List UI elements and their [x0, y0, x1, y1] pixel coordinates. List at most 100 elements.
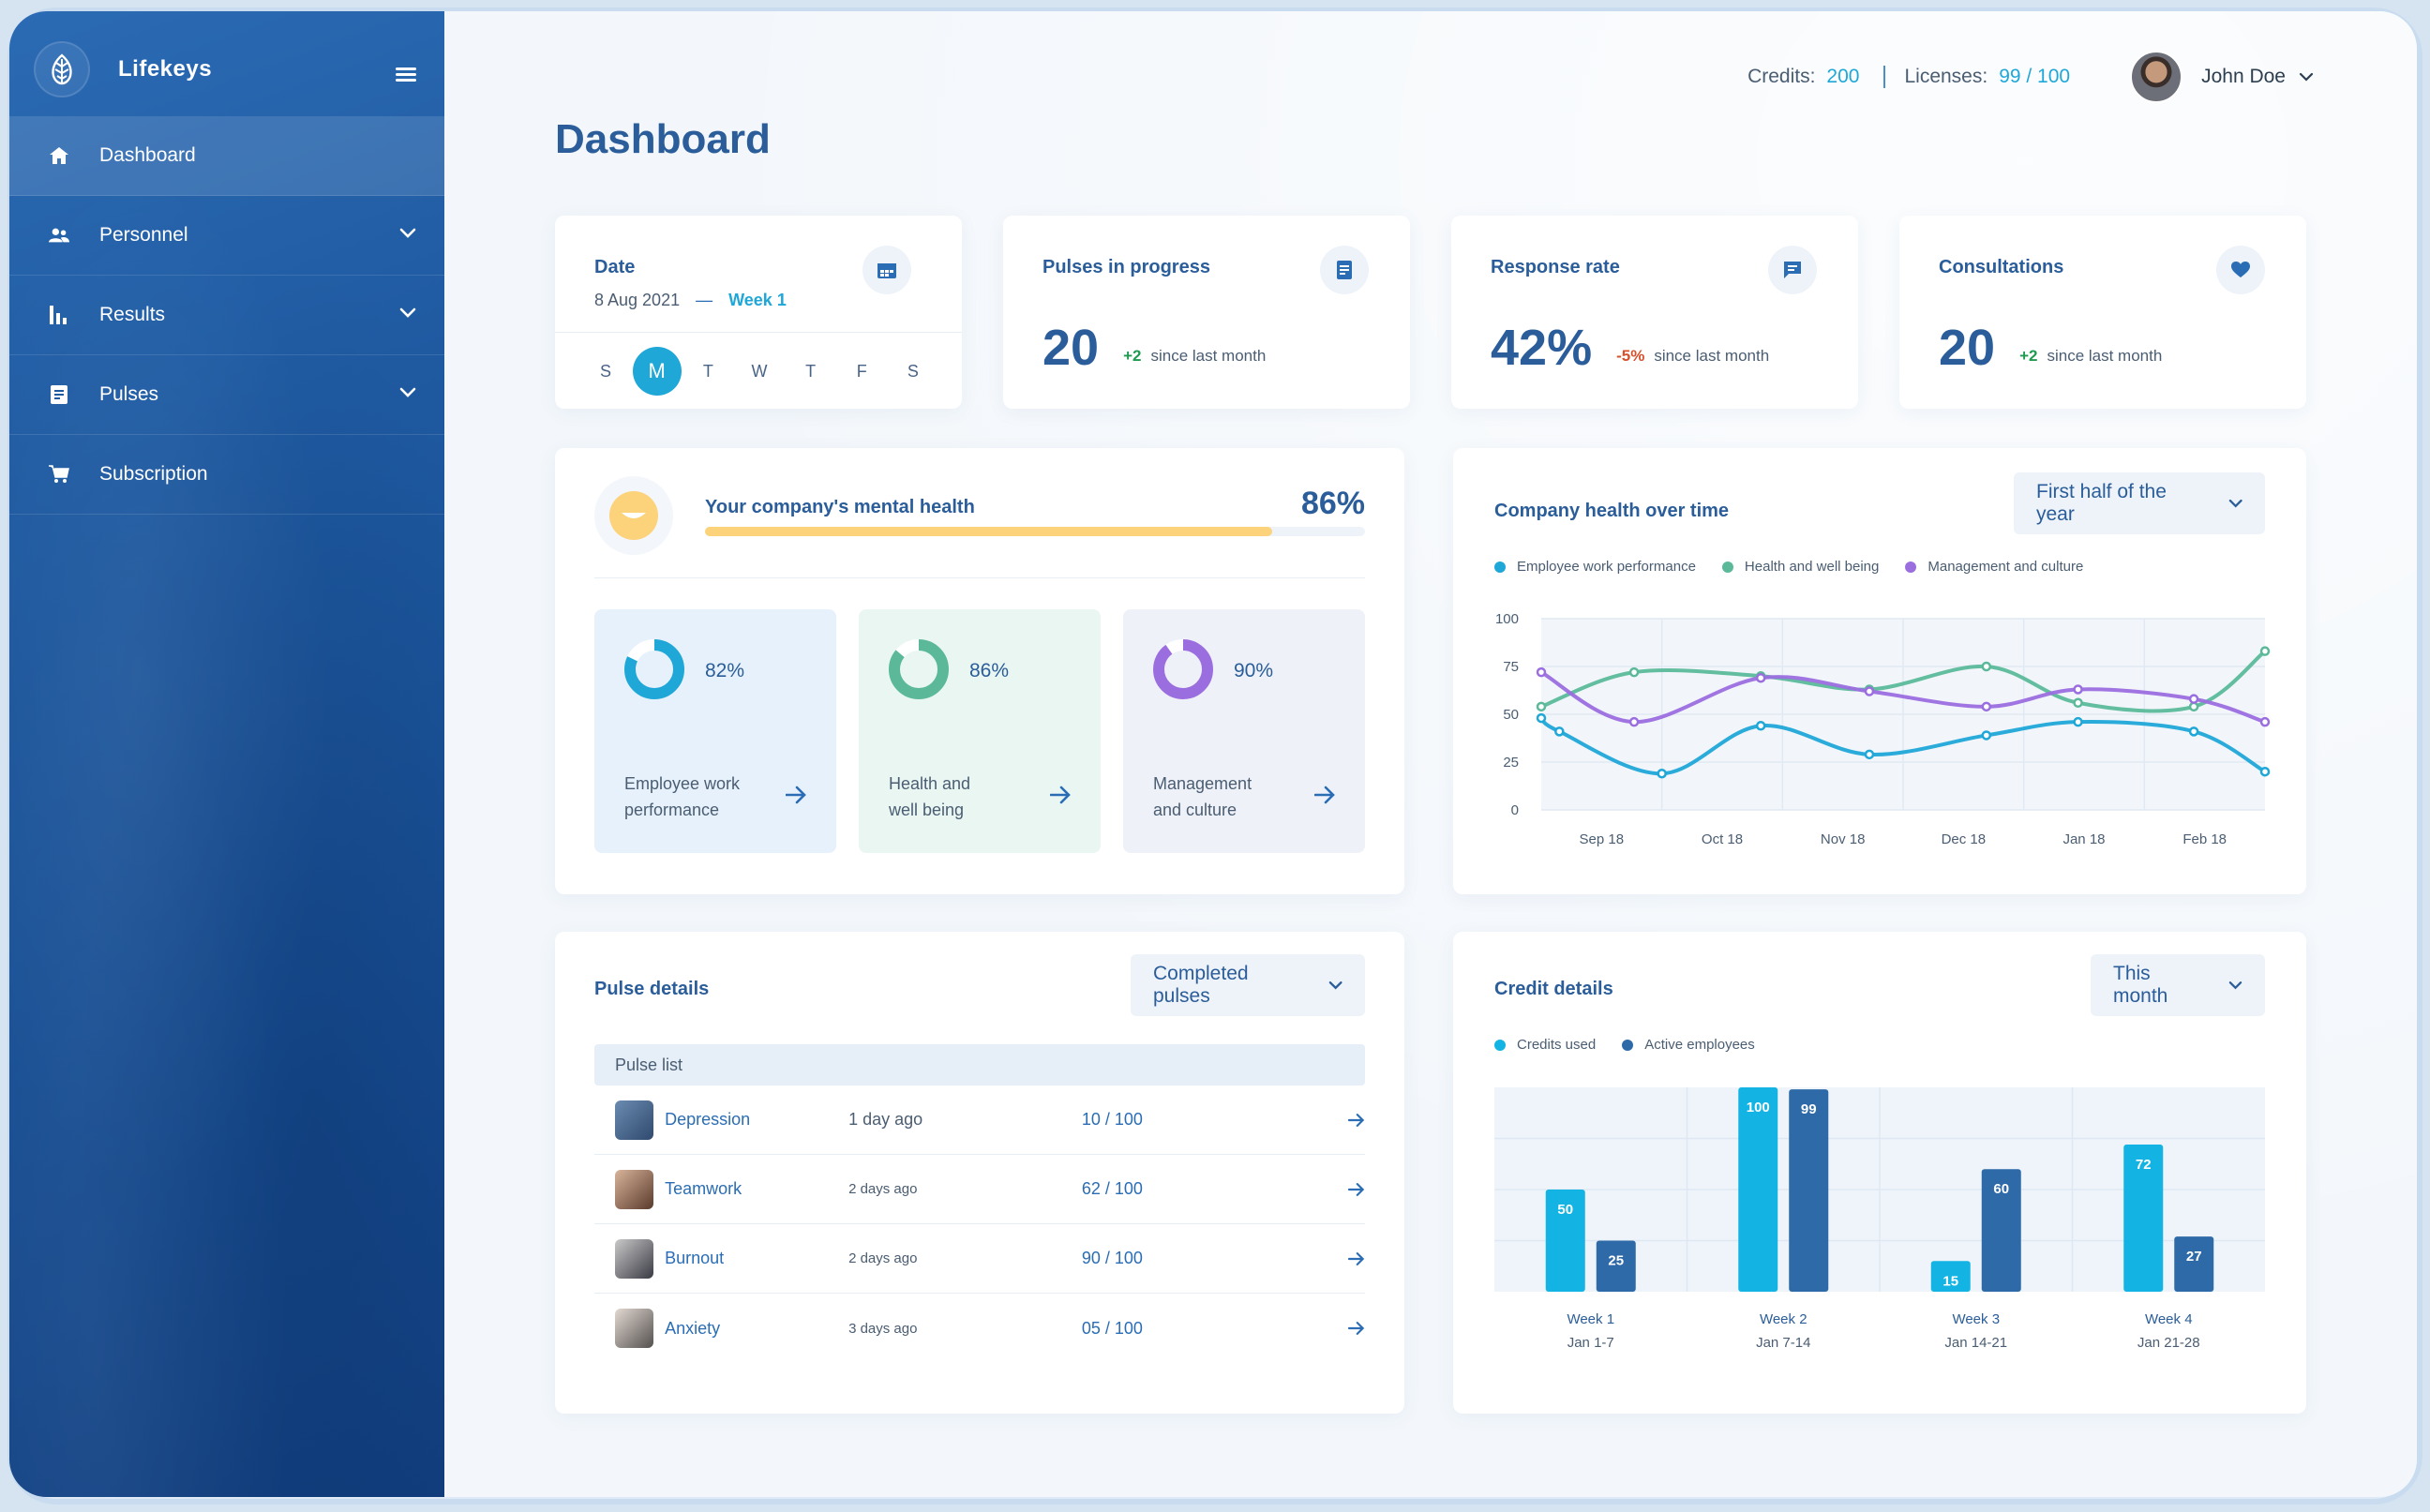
legend-item: Employee work performance [1494, 559, 1696, 575]
pulse-thumbnail [615, 1100, 654, 1140]
calendar-icon[interactable] [862, 246, 911, 294]
pulse-time: 2 days ago [848, 1250, 918, 1266]
data-point [1554, 726, 1565, 737]
day-sat[interactable]: S [907, 361, 919, 381]
chevron-down-icon[interactable] [2299, 72, 2314, 82]
date-title: Date [594, 257, 636, 277]
period-select[interactable]: First half of the year [2014, 472, 2265, 534]
pulse-thumbnail [615, 1309, 654, 1348]
chevron-down-icon[interactable] [399, 228, 416, 239]
pulse-time: 2 days ago [848, 1181, 918, 1197]
pulse-name[interactable]: Anxiety [665, 1318, 721, 1338]
mental-health-percent: 86% [1300, 486, 1365, 521]
table-row[interactable]: Depression 1 day ago 10 / 100 [594, 1085, 1365, 1155]
x-tick-label: Week 1 [1567, 1311, 1614, 1327]
data-point [2188, 726, 2199, 737]
pulse-name[interactable]: Teamwork [665, 1179, 742, 1198]
mental-health-card: Your company's mental health 86% 82% Emp… [555, 448, 1404, 894]
x-tick-sublabel: Jan 7-14 [1756, 1335, 1810, 1351]
consultations-card[interactable]: Consultations 20 +2 since last month [1899, 216, 2306, 409]
table-row[interactable]: Teamwork 2 days ago 62 / 100 [594, 1155, 1365, 1224]
day-wed[interactable]: W [751, 361, 768, 381]
divider [594, 577, 1365, 578]
sidebar-item-dashboard[interactable]: Dashboard [9, 116, 444, 196]
legend-label: Credits used [1517, 1037, 1597, 1053]
main-content: Credits: 200 Licenses: 99 / 100 John Doe… [444, 11, 2417, 1497]
arrow-right-icon[interactable] [1348, 1113, 1365, 1128]
pulses-in-progress-card[interactable]: Pulses in progress 20 +2 since last month [1003, 216, 1410, 409]
home-icon [49, 145, 69, 166]
pulse-name[interactable]: Depression [665, 1110, 751, 1129]
legend-dot [1494, 1039, 1506, 1051]
arrow-right-icon[interactable] [1050, 786, 1071, 804]
arrow-right-icon[interactable] [1314, 786, 1335, 804]
data-point [1536, 666, 1547, 678]
table-row[interactable]: Burnout 2 days ago 90 / 100 [594, 1224, 1365, 1294]
period-select-value: First half of the year [2036, 481, 2167, 525]
chevron-down-icon[interactable] [399, 387, 416, 398]
category-percent: 82% [705, 660, 745, 681]
bar [1789, 1089, 1829, 1292]
employee-work-performance-card[interactable]: 82% Employee work performance [594, 609, 836, 853]
management-and-culture-card[interactable]: 90% Management and culture [1123, 609, 1365, 853]
bar-value-label: 100 [1747, 1100, 1770, 1115]
table-row[interactable]: Anxiety 3 days ago 05 / 100 [594, 1294, 1365, 1363]
delta-caption: since last month [1654, 347, 1770, 365]
legend-dot [1905, 561, 1917, 573]
day-thu[interactable]: T [805, 361, 817, 381]
pulse-score: 10 / 100 [1081, 1110, 1143, 1129]
health-and-well-being-card[interactable]: 86% Health and well being [859, 609, 1101, 853]
response-rate-card[interactable]: Response rate 42% -5% since last month [1451, 216, 1858, 409]
avatar[interactable] [2130, 51, 2183, 103]
bar [1738, 1087, 1778, 1292]
credit-period-select[interactable]: This month [2091, 954, 2265, 1016]
data-point [1628, 716, 1640, 727]
category-label-line2: well being [889, 801, 965, 819]
pulse-filter-value: Completed pulses [1153, 963, 1249, 1007]
arrow-right-icon[interactable] [1348, 1321, 1365, 1336]
y-tick-label: 25 [1503, 755, 1519, 771]
series-line [1539, 649, 2267, 713]
bar-chart-legend: Credits used Active employees [1494, 1037, 1781, 1053]
sidebar-item-label: Results [99, 304, 166, 325]
day-mon-selected[interactable]: M [632, 347, 682, 396]
legend-item: Credits used [1494, 1037, 1596, 1053]
data-point [2259, 716, 2271, 727]
delta-caption: since last month [1150, 347, 1267, 365]
sidebar-item-subscription[interactable]: Subscription [9, 435, 444, 515]
sidebar-item-pulses[interactable]: Pulses [9, 355, 444, 435]
delta-caption: since last month [2047, 347, 2163, 365]
chevron-down-icon[interactable] [399, 307, 416, 319]
document-icon [49, 384, 69, 405]
pulse-filter-select[interactable]: Completed pulses [1131, 954, 1365, 1016]
date-card: Date 8 Aug 2021 — Week 1 S M T W T F S [555, 216, 962, 409]
bar [1930, 1261, 1971, 1292]
category-label-line1: Employee work [624, 774, 741, 793]
legend-label: Health and well being [1744, 559, 1880, 575]
credit-details-title: Credit details [1494, 979, 1613, 999]
user-name[interactable]: John Doe [2201, 66, 2286, 87]
pulse-name[interactable]: Burnout [665, 1249, 725, 1267]
legend-item: Health and well being [1721, 559, 1880, 575]
x-tick-sublabel: Jan 1-7 [1568, 1335, 1614, 1351]
day-tue[interactable]: T [702, 361, 713, 381]
sidebar-item-results[interactable]: Results [9, 276, 444, 355]
arrow-right-icon[interactable] [1348, 1251, 1365, 1266]
data-point [1981, 730, 1992, 741]
credits-value: 200 [1826, 66, 1860, 87]
week-label[interactable]: Week 1 [728, 291, 787, 309]
chevron-down-icon [2228, 981, 2242, 990]
sidebar-item-personnel[interactable]: Personnel [9, 196, 444, 276]
arrow-right-icon[interactable] [1348, 1182, 1365, 1197]
arrow-right-icon[interactable] [786, 786, 806, 804]
x-tick-label: Week 4 [2145, 1311, 2193, 1327]
data-point [2188, 694, 2199, 704]
stat-value: 20 [1042, 320, 1100, 376]
hamburger-menu-icon[interactable] [396, 67, 416, 82]
day-sun[interactable]: S [599, 361, 611, 381]
category-label-line2: performance [624, 801, 720, 819]
heart-icon [2216, 246, 2265, 294]
brand[interactable]: Lifekeys [34, 41, 212, 97]
bar-value-label: 60 [1993, 1181, 2009, 1197]
day-fri[interactable]: F [856, 361, 867, 381]
